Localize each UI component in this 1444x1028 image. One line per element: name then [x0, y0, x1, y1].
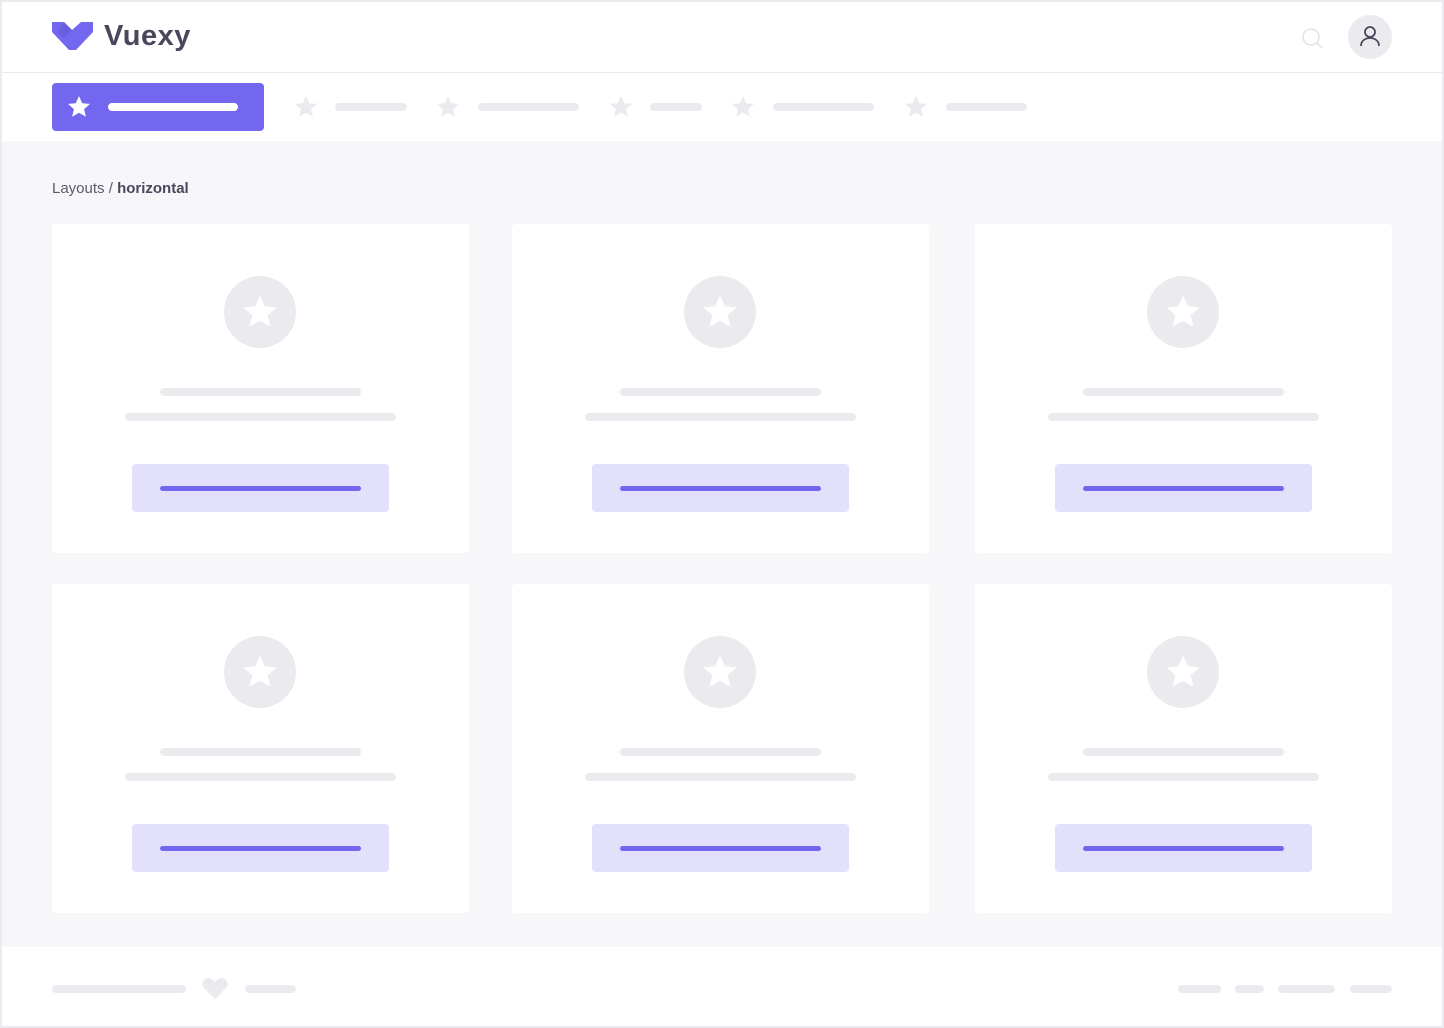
search-icon[interactable] [1301, 27, 1323, 49]
card-title-placeholder [620, 388, 821, 396]
star-icon [1166, 655, 1200, 687]
card-title-placeholder [160, 748, 361, 756]
card-avatar [224, 276, 296, 348]
brand-name: Vuexy [104, 20, 191, 52]
top-header [2, 2, 1442, 73]
footer-text-placeholder [245, 985, 296, 993]
footer-link[interactable] [1178, 985, 1221, 993]
card-button-label-placeholder [620, 846, 821, 851]
nav-item-label-placeholder [478, 103, 579, 111]
breadcrumb-separator: / [104, 180, 118, 197]
card-button[interactable] [132, 824, 389, 872]
star-icon [732, 96, 754, 117]
card-button[interactable] [1055, 464, 1312, 512]
card-title-placeholder [1083, 388, 1284, 396]
card [512, 224, 929, 553]
card-avatar [224, 636, 296, 708]
card-button[interactable] [592, 464, 849, 512]
nav-item-label-placeholder [108, 103, 238, 111]
card-text-placeholder [125, 413, 396, 421]
card [52, 584, 469, 913]
card-button[interactable] [592, 824, 849, 872]
card-text-placeholder [585, 413, 856, 421]
footer-link[interactable] [1278, 985, 1335, 993]
footer-link[interactable] [1235, 985, 1264, 993]
nav-item[interactable] [292, 90, 407, 124]
card [52, 224, 469, 553]
star-icon [703, 655, 737, 687]
star-icon [68, 96, 90, 117]
vuexy-logo-icon [52, 22, 93, 50]
nav-item[interactable] [729, 90, 874, 124]
breadcrumb-parent[interactable]: Layouts [52, 180, 105, 197]
card-title-placeholder [1083, 748, 1284, 756]
card-button-label-placeholder [160, 846, 361, 851]
card [975, 584, 1392, 913]
avatar[interactable] [1348, 15, 1392, 59]
star-icon [703, 295, 737, 327]
star-icon [295, 96, 317, 117]
card-title-placeholder [620, 748, 821, 756]
card-button-label-placeholder [160, 486, 361, 491]
user-icon [1360, 26, 1380, 47]
nav-item-label-placeholder [650, 103, 702, 111]
card-text-placeholder [1048, 413, 1319, 421]
star-icon [437, 96, 459, 117]
star-icon [905, 96, 927, 117]
card-text-placeholder [125, 773, 396, 781]
card-avatar [1147, 276, 1219, 348]
card-button[interactable] [1055, 824, 1312, 872]
nav-item-label-placeholder [773, 103, 874, 111]
nav-item[interactable] [902, 90, 1027, 124]
star-icon [1166, 295, 1200, 327]
card-button-label-placeholder [1083, 486, 1284, 491]
star-icon [243, 295, 277, 327]
footer-text-placeholder [52, 985, 186, 993]
heart-icon [202, 978, 228, 999]
card-button-label-placeholder [620, 486, 821, 491]
breadcrumb: Layouts / horizontal [52, 180, 189, 197]
card-avatar [1147, 636, 1219, 708]
card-text-placeholder [1048, 773, 1319, 781]
card-title-placeholder [160, 388, 361, 396]
nav-item-label-placeholder [946, 103, 1027, 111]
nav-item[interactable] [434, 90, 579, 124]
card [512, 584, 929, 913]
nav-item-label-placeholder [335, 103, 407, 111]
nav-item[interactable] [607, 90, 702, 124]
star-icon [610, 96, 632, 117]
card-avatar [684, 636, 756, 708]
nav-item-active[interactable] [52, 83, 264, 131]
footer-link[interactable] [1350, 985, 1392, 993]
card [975, 224, 1392, 553]
breadcrumb-current: horizontal [117, 180, 189, 197]
card-button[interactable] [132, 464, 389, 512]
card-button-label-placeholder [1083, 846, 1284, 851]
star-icon [243, 655, 277, 687]
card-avatar [684, 276, 756, 348]
card-text-placeholder [585, 773, 856, 781]
